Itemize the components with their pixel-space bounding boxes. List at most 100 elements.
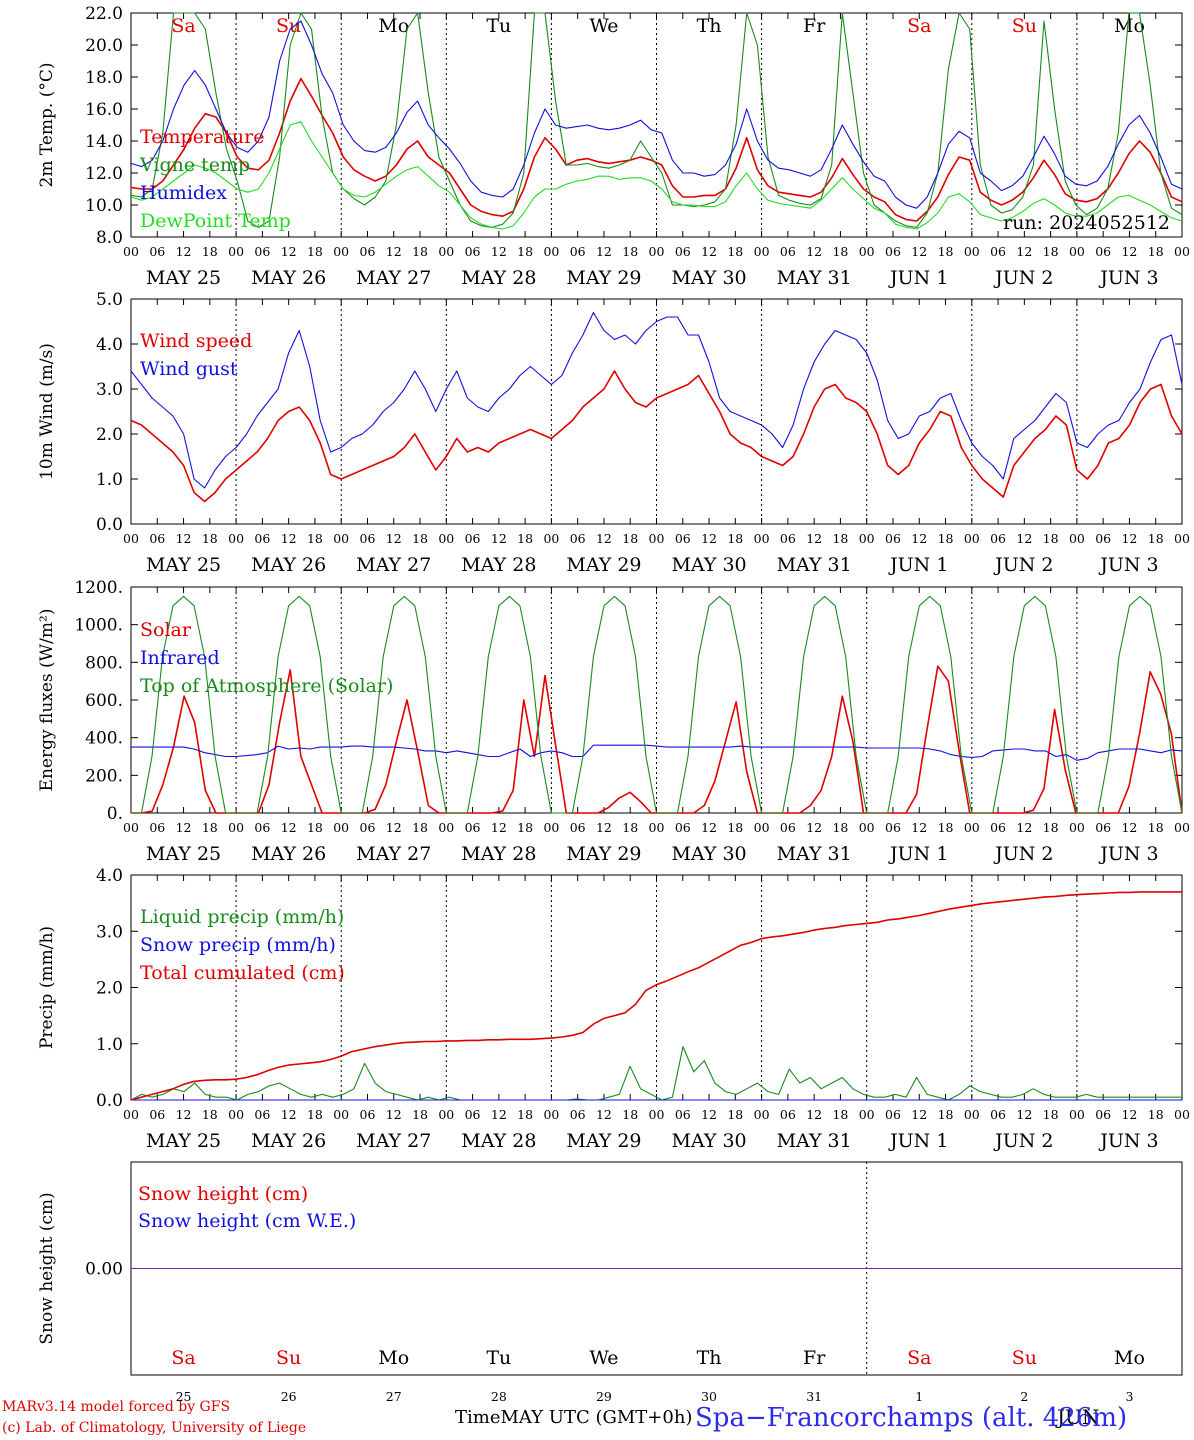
x-hour-label: 06 <box>885 1107 901 1122</box>
x-hour-label: 00 <box>964 1107 980 1122</box>
x-date-label: JUN 3 <box>1098 554 1158 576</box>
x-hour-label: 12 <box>806 244 822 259</box>
x-date-label: MAY 31 <box>777 1130 852 1152</box>
x-hour-label: 00 <box>543 1107 559 1122</box>
x-day-number: 25 <box>176 1389 192 1404</box>
x-hour-label: 06 <box>254 1107 270 1122</box>
x-hour-label: 12 <box>386 1107 402 1122</box>
x-date-label: MAY 27 <box>356 843 431 865</box>
x-date-label: MAY 30 <box>671 267 746 289</box>
x-date-label: MAY 30 <box>671 1130 746 1152</box>
x-hour-label: 06 <box>570 1107 586 1122</box>
x-hour-label: 06 <box>885 820 901 835</box>
y-tick-label: 600. <box>85 691 123 711</box>
x-date-label: MAY 27 <box>356 554 431 576</box>
day-of-week-label: We <box>589 15 618 37</box>
x-hour-label: 18 <box>622 1107 638 1122</box>
x-hour-label: 06 <box>675 1107 691 1122</box>
x-date-label: MAY 30 <box>671 554 746 576</box>
panel-wind: 0.0 1.0 2.0 3.0 4.0 5.0 10m Wind (m/s) 00 06 12 18… <box>37 290 1190 576</box>
x-hour-label: 00 <box>1069 531 1085 546</box>
x-hour-label: 12 <box>176 531 192 546</box>
x-hour-label: 06 <box>780 820 796 835</box>
x-date-label: MAY 26 <box>251 843 326 865</box>
y-axis-label: 2m Temp. (°C) <box>37 62 57 187</box>
y-axis-label: 10m Wind (m/s) <box>37 343 57 480</box>
y-tick-label: 4.0 <box>96 866 123 886</box>
x-hour-label: 00 <box>333 244 349 259</box>
x-hour-label: 00 <box>543 820 559 835</box>
plot-frame <box>130 586 1183 814</box>
series-line <box>131 595 1183 814</box>
x-hour-label: 18 <box>1148 531 1164 546</box>
y-tick-label: 2.0 <box>96 425 123 445</box>
legend-entry: Solar <box>140 619 192 641</box>
x-hour-label: 00 <box>859 1107 875 1122</box>
x-hour-label: 06 <box>360 1107 376 1122</box>
x-hour-label: 12 <box>1016 1107 1032 1122</box>
x-hour-label: 00 <box>1069 244 1085 259</box>
x-hour-label: 06 <box>254 244 270 259</box>
day-of-week-label: Tu <box>486 1347 511 1369</box>
x-hour-label: 06 <box>1095 820 1111 835</box>
x-hour-label: 12 <box>1121 1107 1137 1122</box>
x-hour-label: 00 <box>123 244 139 259</box>
x-hour-label: 18 <box>1148 1107 1164 1122</box>
x-hour-label: 18 <box>202 820 218 835</box>
x-hour-label: 12 <box>911 820 927 835</box>
y-tick-label: 5.0 <box>96 290 123 310</box>
x-hour-label: 12 <box>806 531 822 546</box>
x-date-label: MAY 29 <box>566 267 641 289</box>
x-hour-label: 00 <box>964 531 980 546</box>
x-hour-label: 06 <box>990 820 1006 835</box>
x-date-label: MAY 26 <box>251 267 326 289</box>
y-tick-label: 14.0 <box>85 132 123 152</box>
y-tick-label: 20.0 <box>85 36 123 56</box>
x-hour-label: 18 <box>622 531 638 546</box>
x-hour-label: 18 <box>1043 820 1059 835</box>
day-of-week-label: Mo <box>1114 15 1145 37</box>
legend-entry: Wind gust <box>140 358 238 380</box>
x-hour-label: 18 <box>1043 1107 1059 1122</box>
x-hour-label: 12 <box>491 1107 507 1122</box>
x-hour-label: 12 <box>596 820 612 835</box>
y-tick-label: 1200. <box>74 578 123 598</box>
x-hour-label: 18 <box>1043 244 1059 259</box>
x-hour-label: 00 <box>333 531 349 546</box>
x-hour-label: 18 <box>517 820 533 835</box>
x-hour-label: 12 <box>701 531 717 546</box>
day-of-week-label: Tu <box>486 15 511 37</box>
x-hour-label: 00 <box>123 820 139 835</box>
series-line <box>130 370 1183 503</box>
x-hour-label: 12 <box>806 1107 822 1122</box>
x-hour-label: 18 <box>202 244 218 259</box>
x-hour-label: 00 <box>859 244 875 259</box>
x-hour-label: 12 <box>386 531 402 546</box>
y-tick-label: 16.0 <box>85 100 123 120</box>
legend-entry: Vigne temp <box>139 154 250 176</box>
x-hour-label: 18 <box>202 531 218 546</box>
x-hour-label: 18 <box>832 531 848 546</box>
x-hour-label: 18 <box>412 820 428 835</box>
x-hour-label: 00 <box>228 244 244 259</box>
y-tick-label: 0.00 <box>85 1260 123 1280</box>
y-tick-label: 3.0 <box>96 380 123 400</box>
day-of-week-label: Su <box>276 1347 301 1369</box>
x-date-label: JUN 1 <box>888 843 948 865</box>
x-hour-label: 06 <box>885 531 901 546</box>
x-hour-label: 06 <box>149 244 165 259</box>
x-date-label: MAY 29 <box>566 554 641 576</box>
x-hour-label: 00 <box>228 531 244 546</box>
x-date-label: JUN 3 <box>1098 843 1158 865</box>
y-tick-label: 8.0 <box>96 228 123 248</box>
x-hour-label: 12 <box>1016 244 1032 259</box>
panel-energy: 0. 200. 400. 600. 800. 1000. 1200. Energy fluxe… <box>37 578 1190 865</box>
y-tick-label: 10.0 <box>85 196 123 216</box>
x-date-label: JUN 2 <box>993 843 1053 865</box>
x-date-label: MAY 28 <box>461 843 536 865</box>
x-hour-label: 18 <box>1043 531 1059 546</box>
x-hour-label: 00 <box>859 531 875 546</box>
x-hour-label: 06 <box>465 531 481 546</box>
x-hour-label: 12 <box>806 820 822 835</box>
x-date-label: JUN 1 <box>888 267 948 289</box>
